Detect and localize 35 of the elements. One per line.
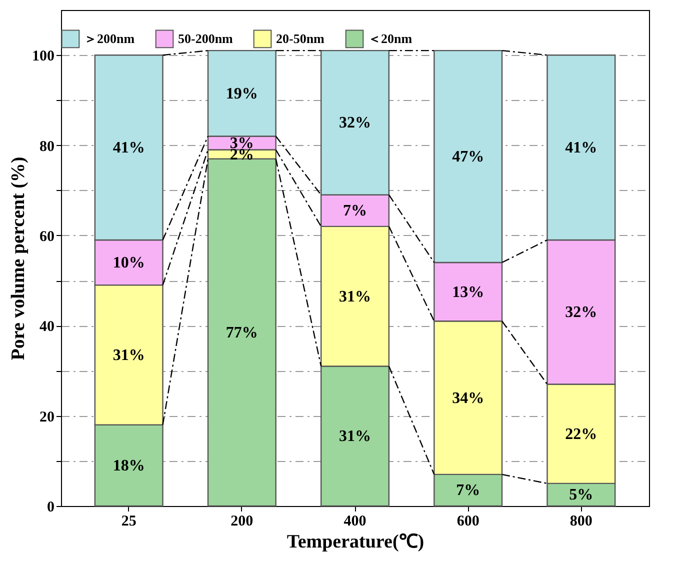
data-label: 13% <box>452 284 484 301</box>
y-tick-label: 80 <box>40 138 54 155</box>
data-label: 32% <box>565 304 598 322</box>
x-tick-label: 600 <box>456 514 480 530</box>
y-tick-label: 60 <box>40 228 54 245</box>
data-label: 19% <box>226 85 258 102</box>
data-label: 5% <box>569 486 594 504</box>
data-label: 41% <box>112 140 145 157</box>
data-label: 7% <box>456 482 480 500</box>
data-label: 22% <box>565 426 598 443</box>
data-label: 47% <box>452 148 484 166</box>
data-label: 32% <box>339 114 371 132</box>
legend-label: ＜20nm <box>368 30 412 46</box>
x-tick-label: 800 <box>570 514 592 530</box>
x-axis-title: Temperature(℃) <box>286 532 424 552</box>
data-label: 10% <box>112 254 145 272</box>
y-axis-title: Pore volume percent (%) <box>8 156 29 360</box>
data-label: 31% <box>339 428 371 446</box>
legend-label: 20-50nm <box>276 30 325 46</box>
x-tick-label: 25 <box>121 514 136 530</box>
data-label: 41% <box>565 140 598 157</box>
data-label: 31% <box>339 288 371 306</box>
y-tick-label: 20 <box>40 409 54 426</box>
legend-label: 50-200nm <box>178 30 234 46</box>
y-tick-label: 100 <box>32 48 54 65</box>
x-tick-label: 200 <box>230 514 254 530</box>
data-label: 31% <box>112 346 145 364</box>
y-tick-label: 0 <box>47 500 54 516</box>
legend-label: ＞200nm <box>84 30 135 46</box>
x-tick-label: 400 <box>344 514 366 530</box>
data-label: 34% <box>452 390 484 407</box>
data-label: 7% <box>343 202 367 220</box>
data-label: 77% <box>226 324 258 342</box>
data-label: 18% <box>112 457 145 474</box>
y-tick-label: 40 <box>40 319 54 336</box>
